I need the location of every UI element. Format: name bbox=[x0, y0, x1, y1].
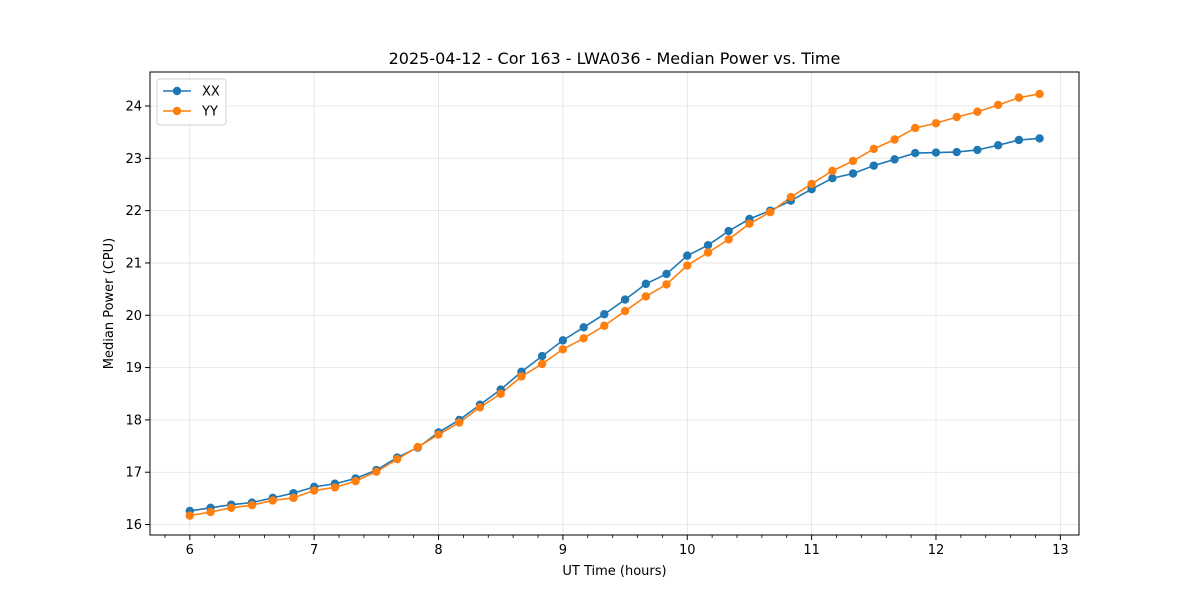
data-point-xx bbox=[848, 169, 858, 178]
data-point-yy bbox=[475, 403, 485, 412]
data-point-xx bbox=[620, 295, 630, 304]
data-point-xx bbox=[911, 148, 920, 158]
data-point-yy bbox=[496, 389, 505, 398]
chart-title: 2025-04-12 - Cor 163 - LWA036 - Median P… bbox=[389, 49, 841, 68]
data-point-xx bbox=[662, 269, 671, 279]
data-point-yy bbox=[600, 321, 609, 330]
data-point-yy bbox=[745, 219, 754, 228]
y-tick-label: 18 bbox=[125, 413, 142, 428]
data-point-yy bbox=[392, 454, 402, 464]
data-point-xx bbox=[952, 147, 961, 157]
data-point-yy bbox=[766, 208, 775, 217]
y-tick-label: 16 bbox=[125, 518, 142, 533]
data-point-xx bbox=[641, 279, 651, 289]
data-point-xx bbox=[973, 145, 982, 155]
data-point-yy bbox=[890, 135, 899, 144]
legend-marker-yy bbox=[172, 106, 182, 116]
data-point-yy bbox=[786, 192, 796, 202]
data-point-yy bbox=[724, 235, 733, 244]
data-point-xx bbox=[558, 336, 568, 345]
y-tick-label: 24 bbox=[125, 100, 142, 115]
data-point-yy bbox=[579, 334, 588, 343]
data-point-yy bbox=[309, 486, 319, 495]
data-point-yy bbox=[289, 493, 298, 503]
data-point-yy bbox=[537, 359, 547, 369]
data-point-yy bbox=[206, 507, 215, 517]
data-point-yy bbox=[185, 511, 194, 520]
data-point-xx bbox=[890, 155, 899, 164]
legend-label-yy: YY bbox=[201, 105, 218, 120]
x-axis: 6 7 8 9 10 11 12 13 bbox=[164, 535, 1069, 558]
data-point-yy bbox=[227, 503, 236, 512]
data-point-yy bbox=[703, 248, 713, 257]
x-axis-label: UT Time (hours) bbox=[562, 564, 666, 579]
data-point-yy bbox=[620, 306, 630, 316]
data-point-yy bbox=[247, 500, 257, 510]
data-point-yy bbox=[952, 112, 961, 122]
data-point-xx bbox=[1035, 134, 1044, 143]
x-tick-label: 8 bbox=[434, 543, 442, 558]
x-tick-label: 13 bbox=[1052, 543, 1069, 558]
x-tick-label: 6 bbox=[186, 543, 194, 558]
legend-marker-xx bbox=[172, 86, 182, 96]
grid bbox=[150, 72, 1079, 535]
data-point-yy bbox=[517, 372, 526, 381]
x-tick-label: 12 bbox=[928, 543, 945, 558]
data-point-yy bbox=[993, 100, 1003, 110]
data-point-xx bbox=[1014, 135, 1024, 145]
data-point-xx bbox=[703, 240, 713, 250]
series-line-yy bbox=[189, 93, 1040, 517]
data-point-yy bbox=[931, 119, 941, 128]
data-point-yy bbox=[455, 418, 464, 427]
data-point-yy bbox=[683, 261, 692, 270]
data-point-xx bbox=[993, 141, 1003, 150]
data-point-yy bbox=[1035, 89, 1044, 99]
plot-frame bbox=[149, 71, 1080, 536]
y-tick-label: 23 bbox=[125, 152, 142, 167]
data-point-yy bbox=[911, 123, 920, 133]
y-tick-label: 17 bbox=[125, 466, 142, 481]
data-point-yy bbox=[351, 476, 360, 486]
x-tick-label: 10 bbox=[679, 543, 696, 558]
data-point-yy bbox=[641, 292, 651, 301]
data-point-yy bbox=[662, 280, 671, 289]
data-point-xx bbox=[579, 323, 588, 332]
data-point-xx bbox=[537, 351, 547, 361]
data-point-xx bbox=[931, 148, 941, 157]
data-point-yy bbox=[268, 496, 277, 505]
data-point-xx bbox=[600, 310, 609, 319]
data-point-xx bbox=[869, 161, 878, 170]
series-line-xx bbox=[189, 137, 1040, 512]
y-tick-label: 21 bbox=[125, 256, 142, 271]
data-point-yy bbox=[413, 442, 422, 452]
data-point-xx bbox=[724, 226, 733, 236]
data-point-xx bbox=[828, 174, 837, 183]
legend-label-xx: XX bbox=[202, 85, 220, 100]
data-point-yy bbox=[372, 467, 381, 476]
y-tick-label: 19 bbox=[125, 361, 142, 376]
data-point-yy bbox=[973, 107, 982, 116]
x-tick-label: 11 bbox=[803, 543, 820, 558]
legend: XX YY bbox=[156, 78, 227, 126]
data-point-yy bbox=[828, 166, 837, 176]
data-point-yy bbox=[848, 156, 858, 166]
data-point-yy bbox=[807, 179, 816, 189]
data-point-xx bbox=[683, 251, 692, 260]
data-point-yy bbox=[558, 345, 568, 354]
y-axis: 16 17 18 19 20 21 22 23 24 bbox=[125, 100, 150, 533]
y-tick-label: 22 bbox=[125, 204, 142, 219]
data-point-yy bbox=[1014, 93, 1024, 102]
data-point-yy bbox=[330, 483, 340, 492]
data-point-yy bbox=[434, 430, 443, 439]
x-tick-label: 9 bbox=[559, 543, 567, 558]
x-tick-label: 7 bbox=[310, 543, 318, 558]
series-points bbox=[185, 89, 1044, 520]
y-axis-label: Median Power (CPU) bbox=[102, 238, 117, 369]
data-point-yy bbox=[869, 144, 878, 154]
series-lines bbox=[189, 93, 1040, 517]
y-tick-label: 20 bbox=[125, 309, 142, 324]
